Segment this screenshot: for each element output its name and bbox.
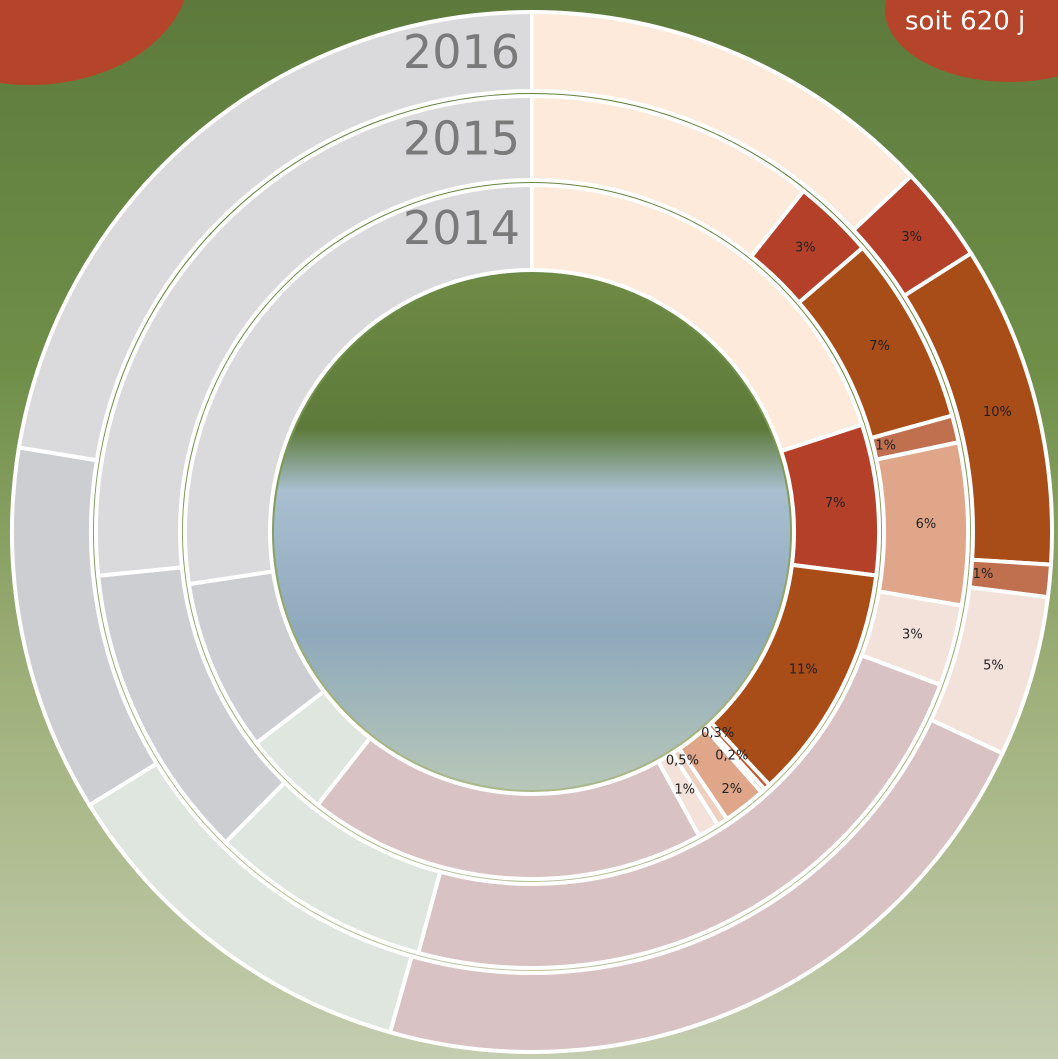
infographic: soit 620 j 2014 2015 2016 7% 11% 0,3% 0,2% 2% 0,… bbox=[0, 0, 1058, 1059]
year-label: 2016 bbox=[403, 25, 520, 79]
value-label: 11% bbox=[789, 663, 818, 678]
value-label: 3% bbox=[795, 241, 816, 256]
corner-note: soit 620 j bbox=[905, 7, 1025, 37]
year-label: 2014 bbox=[403, 201, 520, 255]
value-label: 6% bbox=[916, 517, 937, 532]
value-label: 1% bbox=[674, 783, 695, 798]
year-label: 2015 bbox=[403, 112, 520, 166]
value-label: 5% bbox=[983, 659, 1004, 674]
river-photo bbox=[274, 274, 790, 790]
value-label: 0,5% bbox=[666, 754, 699, 769]
value-label: 7% bbox=[825, 496, 846, 511]
value-label: 7% bbox=[869, 339, 890, 354]
value-label: 3% bbox=[902, 627, 923, 642]
value-label: 1% bbox=[875, 438, 896, 453]
value-label: 10% bbox=[983, 405, 1012, 420]
value-label: 0,3% bbox=[701, 726, 734, 741]
value-label: 3% bbox=[901, 230, 922, 245]
value-label: 0,2% bbox=[715, 748, 748, 763]
value-label: 1% bbox=[973, 567, 994, 582]
value-label: 2% bbox=[721, 782, 742, 797]
